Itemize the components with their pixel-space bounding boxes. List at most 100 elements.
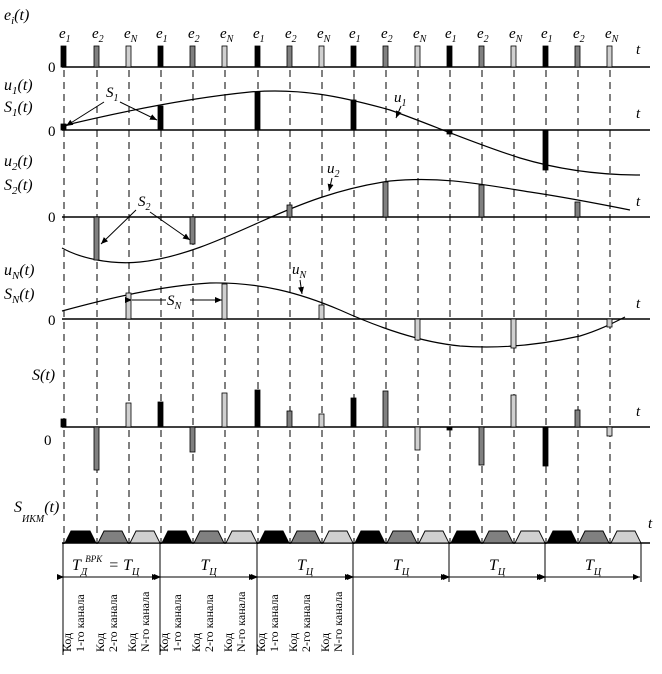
sample-label-s2: S2 [138,194,151,213]
sample-s1 [350,99,357,131]
sample-sn [221,283,228,320]
guide-lines [63,70,611,544]
sampling-pulse [606,45,613,68]
period-bar: TДВРК = TЦ TЦ TЦ TЦ TЦ TЦ [57,543,642,655]
row-channel-n: uN(t) SN(t) 0 t uN SN [4,262,650,349]
group-sample [382,390,389,428]
pcm-codeword [418,530,450,544]
sample-s1 [60,123,67,131]
row-channel-1: u1(t) S1(t) 0 t u1 S1 [4,77,650,176]
sample-pointer-s1-a [65,101,105,127]
sampling-pulse [125,45,132,68]
sample-s2 [286,204,293,218]
curve-label-un: uN [292,262,308,281]
group-sample [93,426,100,471]
period-label-first: TДВРК = TЦ [72,554,140,578]
sampling-pulse [414,45,421,68]
samples-s1 [60,91,549,171]
axis-label-s1: S1(t) [4,99,33,119]
curve-pointer-un [298,279,304,295]
row-channel-2: u2(t) S2(t) 0 t u2 S2 [4,153,650,264]
zero-label-u2: 0 [48,210,56,226]
group-sample [350,397,357,428]
pcm-codeword [482,530,514,544]
sample-sn [125,292,132,320]
sample-s1 [542,129,549,171]
pcm-codewords [64,530,642,544]
zero-label-ei: 0 [48,60,56,76]
sample-s1 [157,105,164,131]
code-label: КодN-го канала [221,591,248,652]
pcm-codeword [258,530,290,544]
group-sample [221,392,228,428]
pulse-label: eN [220,26,235,45]
t-label-u2: t [636,194,641,210]
pulse-label: e1 [445,26,457,45]
sample-s1 [254,91,261,131]
period-labels: TЦ TЦ TЦ TЦ TЦ [201,557,602,578]
code-label: Код1-го канала [60,594,87,652]
sample-pointer-s2-b [149,211,191,241]
group-sample [125,402,132,428]
pcm-codeword [386,530,418,544]
sampling-pulse [318,45,325,68]
axis-label-ei: ei(t) [4,7,29,27]
sampling-pulse [60,45,67,68]
pulse-label: e1 [541,26,553,45]
pulse-label: e2 [381,26,393,45]
pcm-codeword [290,530,322,544]
group-sample [414,426,421,451]
curve-label-u2: u2 [327,161,340,180]
zero-label-un: 0 [48,313,56,329]
group-sample [574,409,581,428]
sample-s2 [93,216,100,261]
signal-curve-u1 [61,90,641,176]
pulse-labels: e1 e2 eN e1 e2 eN e1 e2 eN e1 e2 eN e1 e2 eN e1 e2 eN [59,26,620,45]
pcm-codeword [610,530,642,544]
zero-label-u1: 0 [48,124,56,140]
axis-label-ikm: SИКМ(t) [14,499,59,525]
curve-pointer-u2 [327,177,334,192]
group-sample [478,426,485,466]
sampling-pulse [93,45,100,68]
pulse-label: e2 [92,26,104,45]
axis-label-sn: SN(t) [4,286,34,306]
signal-curve-un [61,282,626,348]
sample-sn [606,318,613,328]
pulse-label: e2 [573,26,585,45]
sample-label-s1: S1 [106,85,119,104]
pcm-codeword [225,530,258,544]
sample-s2 [382,181,389,218]
curve-pointer-u1 [395,105,402,119]
group-sample [542,426,549,467]
sample-sn [318,304,325,320]
group-samples [60,389,613,471]
pulse-label: eN [317,26,332,45]
row-pcm: SИКМ(t) t [14,499,653,544]
axis-label-u2: u2(t) [4,153,33,173]
pulse-label: eN [605,26,620,45]
sampling-pulse [286,45,293,68]
sampling-pulse [446,45,453,68]
pcm-codeword [193,530,225,544]
period-label: TЦ [297,557,314,578]
code-label: Код1-го канала [157,594,184,652]
group-sample [446,426,453,431]
group-sample [286,410,293,428]
samples-s2 [93,181,581,261]
sampling-pulse [510,45,517,68]
pcm-codeword [129,530,161,544]
t-label-u1: t [636,106,641,122]
group-sample [510,394,517,428]
pulse-label: e1 [156,26,168,45]
pulse-label: e1 [349,26,361,45]
group-sample [254,389,261,428]
code-label: Код2-го канала [189,594,216,652]
sample-pointer-s2-a [100,209,137,245]
pulse-label: e2 [188,26,200,45]
pcm-codeword [514,530,546,544]
axis-label-u1: u1(t) [4,77,33,97]
sampling-pulse [350,45,357,68]
sample-s2 [478,184,485,218]
